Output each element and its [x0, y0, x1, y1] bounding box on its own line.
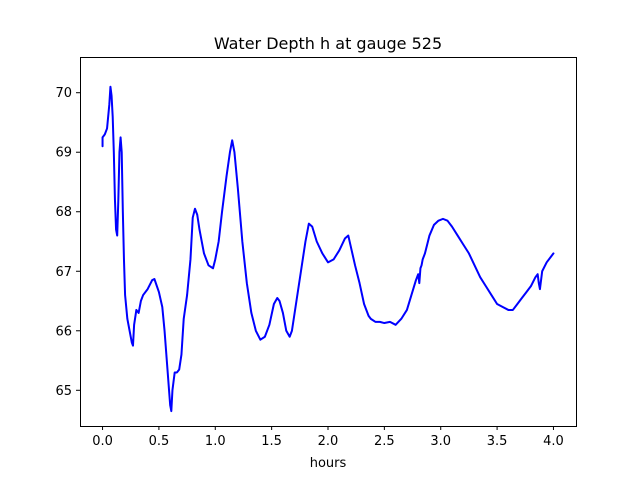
chart-title: Water Depth h at gauge 525 — [214, 34, 442, 53]
x-axis: 0.0 0.5 1.0 1.5 2.0 2.5 3.0 3.5 4.0 — [92, 426, 564, 449]
x-tick-label: 1.0 — [205, 434, 226, 449]
y-axis: 65 66 67 68 69 70 — [55, 86, 80, 399]
plot-frame — [80, 57, 577, 427]
x-tick-label: 4.0 — [543, 434, 564, 449]
y-tick-label: 68 — [55, 205, 72, 220]
y-tick-label: 66 — [55, 324, 72, 339]
plot-area — [101, 85, 555, 413]
x-tick-label: 2.5 — [374, 434, 395, 449]
y-tick-label: 69 — [55, 146, 72, 161]
x-tick-label: 0.5 — [149, 434, 170, 449]
y-tick-label: 70 — [55, 86, 72, 101]
x-tick-label: 0.0 — [92, 434, 113, 449]
x-tick-label: 3.5 — [487, 434, 508, 449]
x-tick-label: 1.5 — [261, 434, 282, 449]
x-axis-label: hours — [310, 456, 347, 471]
y-tick-label: 67 — [55, 265, 72, 280]
y-tick-label: 65 — [55, 384, 72, 399]
series-line — [101, 85, 555, 413]
x-tick-label: 2.0 — [318, 434, 339, 449]
x-tick-label: 3.0 — [430, 434, 451, 449]
